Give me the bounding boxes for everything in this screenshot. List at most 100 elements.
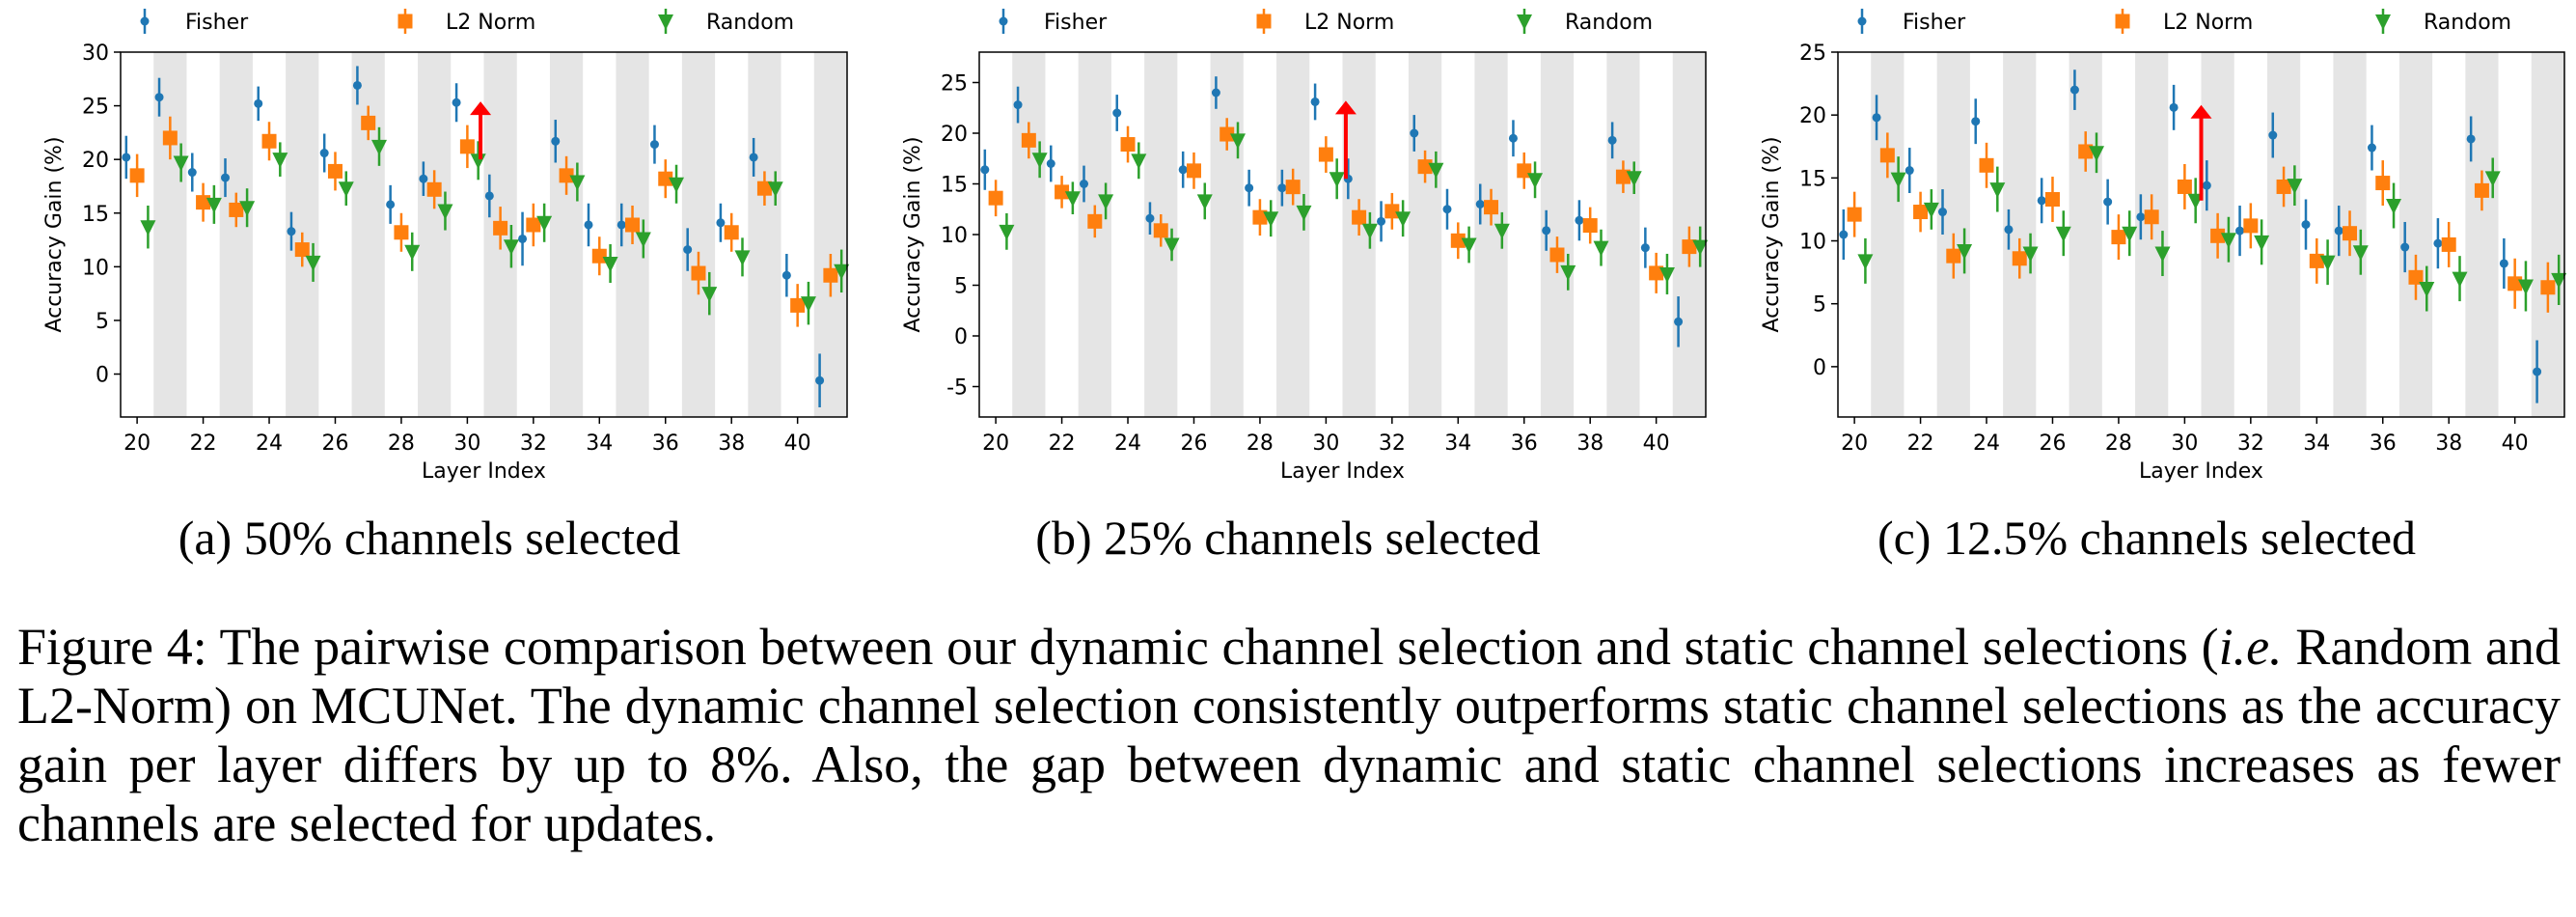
data-point: [988, 190, 1003, 206]
data-point: [287, 227, 296, 236]
data-point: [1211, 88, 1220, 97]
chart-c: 0 5 10 15 20 25 20 22 24 26 28 30 32 34 36 38 40 Layer In…: [1760, 9, 2567, 484]
plot-frame: [1837, 51, 2565, 418]
layer-band: [1606, 52, 1640, 417]
data-point: [1607, 135, 1617, 145]
data-point: [140, 220, 156, 236]
data-point: [452, 97, 461, 107]
data-point: [526, 217, 541, 233]
data-point: [1031, 153, 1048, 169]
x-tick-label: 40: [1643, 431, 1670, 456]
y-tick-label: 5: [1813, 293, 1826, 318]
x-tick-label: 34: [2303, 431, 2330, 456]
series-fisher: [980, 76, 1684, 347]
data-point: [1263, 211, 1279, 228]
data-point: [1517, 163, 1532, 179]
data-point: [1384, 204, 1400, 219]
data-point: [2287, 179, 2303, 195]
data-point: [591, 248, 607, 264]
data-point: [2136, 212, 2146, 222]
data-point: [2466, 134, 2476, 144]
data-point: [1593, 240, 1609, 257]
x-tick-label: 24: [1973, 431, 2000, 456]
data-point: [1352, 209, 1367, 225]
x-tick-label: 28: [1247, 431, 1274, 456]
y-tick-label: 20: [941, 123, 968, 147]
data-point: [2055, 226, 2071, 242]
y-tick-label: 15: [1799, 167, 1826, 191]
data-point: [239, 201, 256, 217]
legend-label: Fisher: [1903, 11, 1966, 35]
subfigure-caption-b: (b) 25% channels selected: [1035, 511, 1541, 565]
legend-marker: [2115, 14, 2130, 29]
y-tick-label: -5: [946, 376, 968, 401]
data-point: [1957, 243, 1973, 260]
data-point: [1428, 162, 1444, 179]
x-axis-label: Layer Index: [2139, 459, 2263, 484]
y-tick-label: 0: [954, 325, 968, 349]
series-fisher: [1839, 69, 2542, 403]
data-point: [2154, 246, 2171, 263]
series-l2-norm: [1847, 131, 2556, 313]
data-point: [1285, 180, 1301, 195]
data-point: [559, 168, 574, 183]
data-point: [2433, 238, 2443, 248]
data-point: [2177, 179, 2192, 194]
x-axis-label: Layer Index: [1280, 459, 1405, 484]
data-point: [2276, 179, 2291, 194]
legend-label: Fisher: [185, 11, 249, 35]
figure-caption-suffix: Random and L2-Norm) on MCUNet. The dynam…: [17, 618, 2561, 852]
data-point: [800, 296, 816, 313]
x-tick-label: 26: [321, 431, 348, 456]
data-point: [2551, 272, 2567, 289]
data-point: [1461, 237, 1477, 254]
x-tick-label: 26: [1180, 431, 1207, 456]
data-point: [2375, 176, 2391, 191]
data-point: [419, 174, 428, 183]
data-point: [2243, 218, 2259, 234]
x-tick-label: 20: [982, 431, 1009, 456]
data-point: [1229, 133, 1246, 150]
data-point: [1560, 264, 1576, 281]
data-point: [1098, 194, 1114, 210]
x-axis-label: Layer Index: [422, 459, 546, 484]
x-tick-label: 32: [1379, 431, 1406, 456]
data-point: [2386, 199, 2402, 215]
data-point: [767, 181, 783, 198]
data-point: [254, 98, 263, 108]
chart-panel-c: 0 5 10 15 20 25 20 22 24 26 28 30 32 34 36 38 40 Layer In…: [1717, 0, 2576, 565]
x-tick-label: 34: [1444, 431, 1471, 456]
layer-band: [1210, 52, 1244, 417]
y-tick-label: 0: [1813, 356, 1826, 380]
data-point: [823, 267, 838, 283]
legend-label: Random: [706, 11, 794, 35]
x-tick-label: 26: [2039, 431, 2066, 456]
legend-marker: [658, 14, 673, 30]
legend-label: Fisher: [1044, 11, 1108, 35]
data-point: [2235, 226, 2245, 236]
data-point: [1971, 117, 1981, 126]
data-point: [1245, 183, 1254, 193]
data-point: [536, 215, 553, 232]
data-point: [187, 168, 197, 178]
data-point: [1913, 205, 1929, 220]
data-point: [834, 264, 850, 280]
data-point: [701, 287, 718, 303]
data-point: [551, 136, 561, 146]
data-point: [2004, 225, 2014, 235]
data-point: [1484, 200, 1499, 215]
x-tick-label: 40: [784, 431, 811, 456]
data-point: [1112, 108, 1122, 118]
data-point: [361, 115, 376, 130]
figure-caption-prefix: Figure 4: The pairwise comparison betwee…: [17, 618, 2219, 676]
y-tick-label: 30: [82, 42, 109, 66]
data-point: [1475, 200, 1485, 208]
legend-marker: [1517, 14, 1532, 30]
data-point: [2202, 181, 2211, 190]
layer-band: [1408, 52, 1442, 417]
gap-arrow-head: [470, 101, 492, 116]
data-point: [1377, 216, 1386, 226]
legend-item-random: Random: [2375, 9, 2511, 35]
data-point: [1857, 254, 1874, 270]
y-axis-label: Accuracy Gain (%): [42, 136, 67, 332]
